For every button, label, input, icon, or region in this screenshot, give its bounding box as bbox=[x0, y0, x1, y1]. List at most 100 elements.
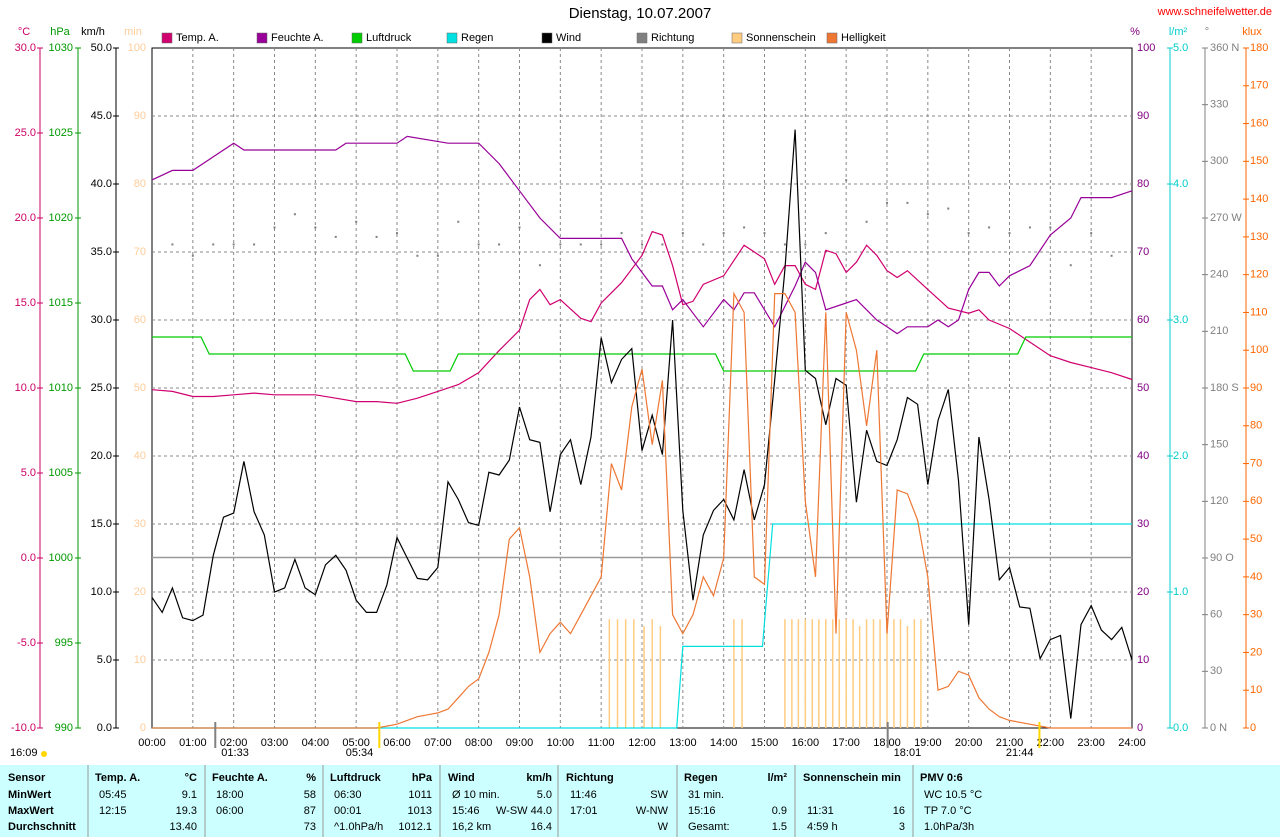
series-line bbox=[151, 129, 1133, 719]
legend-swatch bbox=[826, 32, 838, 44]
cell-text: 18:00 bbox=[216, 789, 244, 801]
y-tick-label: 130 bbox=[1250, 231, 1268, 243]
cell-value: 19.3 bbox=[176, 805, 197, 817]
cell-text: WC 10.5 °C bbox=[924, 789, 982, 801]
y-tick-label: 4.0 bbox=[1173, 178, 1188, 190]
direction-dot bbox=[253, 243, 256, 246]
y-tick-label: 140 bbox=[1250, 193, 1268, 205]
y-tick-label: 0.0 bbox=[21, 552, 36, 564]
chart-title: Dienstag, 10.07.2007 bbox=[569, 5, 712, 22]
y-tick-label: 80 bbox=[1250, 420, 1262, 432]
y-tick-label: 50.0 bbox=[91, 42, 112, 54]
y-tick-label: 10.0 bbox=[91, 586, 112, 598]
y-tick-label: 120 bbox=[1210, 495, 1228, 507]
direction-dot bbox=[865, 220, 868, 223]
cell-text: 16,2 km bbox=[452, 821, 491, 833]
y-tick-label: 3.0 bbox=[1173, 314, 1188, 326]
legend-label: Temp. A. bbox=[176, 32, 219, 44]
y-tick-label: 150 bbox=[1210, 439, 1228, 451]
series-line bbox=[151, 135, 1133, 335]
cell-text: 12:15 bbox=[99, 805, 127, 817]
y-tick-label: 300 bbox=[1210, 155, 1228, 167]
legend-label: Regen bbox=[461, 32, 493, 44]
y-tick-label: 20 bbox=[1137, 586, 1149, 598]
x-tick-label: 22:00 bbox=[1037, 737, 1065, 749]
y-tick-label: 30 bbox=[1250, 609, 1262, 621]
y-tick-label: 5.0 bbox=[1173, 42, 1188, 54]
legend-label: Luftdruck bbox=[366, 32, 412, 44]
legend-label: Helligkeit bbox=[841, 32, 886, 44]
y-tick-label: 10 bbox=[134, 654, 146, 666]
y-tick-label: 360 N bbox=[1210, 42, 1239, 54]
y-tick-label: 80 bbox=[134, 178, 146, 190]
direction-dot bbox=[416, 254, 419, 257]
x-tick-label: 13:00 bbox=[669, 737, 697, 749]
y-tick-label: 1000 bbox=[49, 552, 73, 564]
direction-dot bbox=[538, 264, 541, 267]
y-tick-label: 90 bbox=[1250, 382, 1262, 394]
group-unit: °C bbox=[185, 772, 197, 784]
direction-dot bbox=[273, 226, 276, 229]
row-label: MinWert bbox=[8, 789, 52, 801]
direction-dot bbox=[232, 243, 235, 246]
y-tick-label: 20 bbox=[134, 586, 146, 598]
direction-dot bbox=[886, 201, 888, 204]
cell-value: 0.9 bbox=[772, 805, 787, 817]
cell-text: Ø 10 min. bbox=[452, 789, 500, 801]
y-tick-label: 1015 bbox=[49, 297, 73, 309]
x-tick-label: 16:00 bbox=[792, 737, 820, 749]
group-header: Wind bbox=[448, 772, 475, 784]
direction-dot bbox=[681, 232, 684, 235]
direction-dot bbox=[824, 232, 827, 235]
direction-dot bbox=[926, 213, 929, 216]
x-tick-label: 02:00 bbox=[220, 737, 248, 749]
direction-dot bbox=[355, 220, 358, 223]
direction-dot bbox=[559, 243, 562, 246]
series-line bbox=[151, 230, 1133, 404]
y-tick-label: 100 bbox=[1250, 344, 1268, 356]
y-tick-label: 20 bbox=[1250, 646, 1262, 658]
cell-value: 16.4 bbox=[531, 821, 552, 833]
x-tick-label: 20:00 bbox=[955, 737, 983, 749]
y-tick-label: 15.0 bbox=[15, 297, 36, 309]
y-tick-label: 990 bbox=[55, 722, 73, 734]
direction-dot bbox=[396, 232, 398, 235]
y-tick-label: 15.0 bbox=[91, 518, 112, 530]
direction-dot bbox=[661, 243, 664, 246]
legend-swatch bbox=[636, 32, 648, 44]
y-tick-label: 1020 bbox=[49, 212, 73, 224]
y-tick-label: 50 bbox=[1250, 533, 1262, 545]
table-header: Sensor bbox=[8, 772, 46, 784]
direction-dot bbox=[620, 232, 623, 235]
cell-value: 1011 bbox=[408, 789, 432, 801]
direction-dot bbox=[375, 235, 378, 238]
direction-dot bbox=[579, 243, 582, 246]
direction-dot bbox=[702, 243, 705, 246]
axis-unit: hPa bbox=[50, 26, 70, 38]
legend-label: Wind bbox=[556, 32, 581, 44]
y-tick-label: 1.0 bbox=[1173, 586, 1188, 598]
x-tick-label: 12:00 bbox=[628, 737, 656, 749]
cell-text: 11:31 bbox=[807, 805, 834, 817]
legend-label: Richtung bbox=[651, 32, 694, 44]
axis-unit: klux bbox=[1242, 26, 1262, 38]
y-tick-label: 20.0 bbox=[91, 450, 112, 462]
direction-dot bbox=[988, 226, 991, 229]
direction-dot bbox=[804, 243, 807, 246]
x-tick-label: 24:00 bbox=[1118, 737, 1146, 749]
y-tick-label: 35.0 bbox=[91, 246, 112, 258]
y-tick-label: 180 bbox=[1250, 42, 1268, 54]
row-label: Durchschnitt bbox=[8, 821, 76, 833]
y-tick-label: 180 S bbox=[1210, 382, 1239, 394]
direction-dot bbox=[457, 220, 460, 223]
y-tick-label: 70 bbox=[1250, 457, 1262, 469]
cell-value: SW bbox=[650, 789, 668, 801]
y-tick-label: 40 bbox=[134, 450, 146, 462]
x-tick-label: 08:00 bbox=[465, 737, 493, 749]
cell-value: W bbox=[658, 821, 669, 833]
cell-text: TP 7.0 °C bbox=[924, 805, 972, 817]
y-tick-label: 100 bbox=[128, 42, 146, 54]
y-tick-label: -5.0 bbox=[17, 637, 36, 649]
cell-text: 00:01 bbox=[334, 805, 362, 817]
